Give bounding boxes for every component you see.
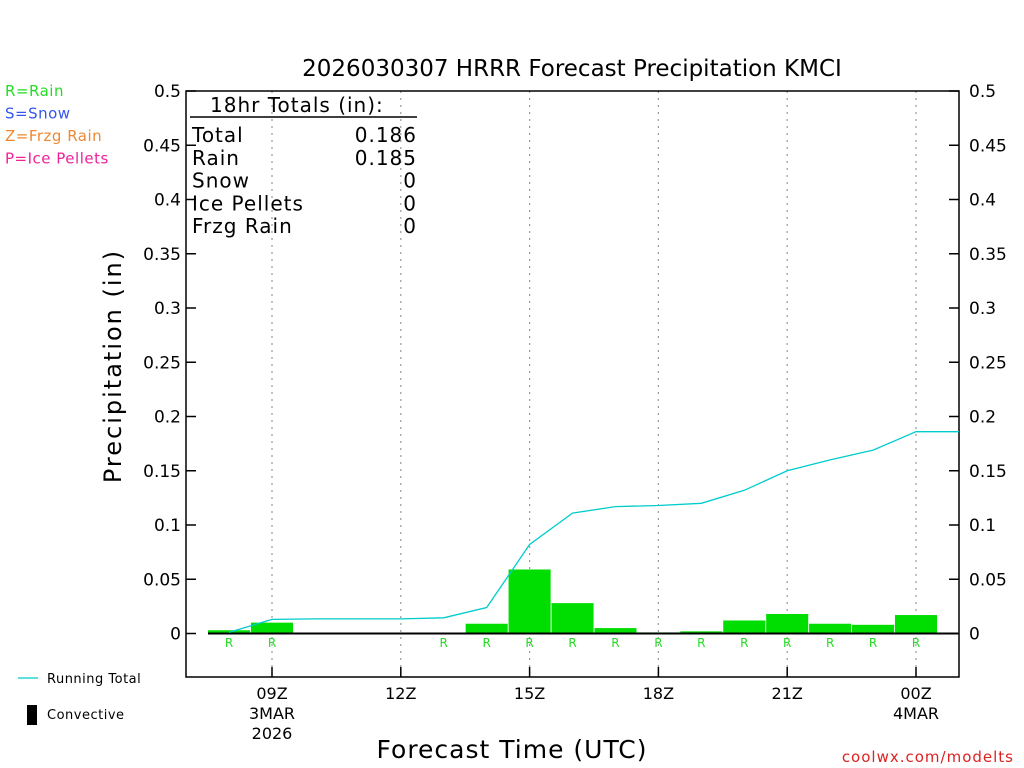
legend-block-swatch bbox=[27, 705, 37, 725]
y-tick-label: 0.1 bbox=[154, 516, 181, 536]
rain-bar bbox=[508, 569, 551, 634]
grid-lines bbox=[271, 91, 917, 677]
totals-row-value: 0.186 bbox=[355, 123, 417, 147]
ptype-marker: R bbox=[525, 636, 533, 650]
rain-bar bbox=[809, 623, 852, 634]
y-tick-label: 0.25 bbox=[969, 353, 1007, 373]
rain-bar bbox=[465, 623, 508, 634]
y-axis-label: Precipitation (in) bbox=[99, 249, 127, 483]
rain-bar bbox=[766, 613, 809, 634]
x-axis-label: Forecast Time (UTC) bbox=[377, 735, 648, 764]
plot-frame bbox=[185, 90, 960, 678]
x-tick-label: 00Z bbox=[900, 684, 931, 703]
ptype-marker: R bbox=[697, 636, 705, 650]
rain-bar bbox=[680, 631, 723, 634]
ptype-marker: R bbox=[611, 636, 619, 650]
y-tick-label: 0.15 bbox=[969, 462, 1007, 482]
y-tick-label: 0.2 bbox=[969, 408, 996, 428]
y-axis-left: 0 0.05 0.1 0.15 0.2 0.25 0.3 0.35 0.4 0.45 0.5 bbox=[143, 82, 196, 645]
ptype-marker: R bbox=[482, 636, 490, 650]
totals-row-label: Rain bbox=[192, 146, 240, 170]
totals-row-value: 0.185 bbox=[355, 146, 417, 170]
ptype-legend-item: P=Ice Pellets bbox=[5, 150, 109, 168]
ptype-marker: R bbox=[783, 636, 791, 650]
legend-label: Convective bbox=[47, 708, 125, 723]
ptype-marker: R bbox=[654, 636, 662, 650]
rain-bar bbox=[723, 620, 766, 634]
totals-row-value: 0 bbox=[403, 214, 417, 238]
totals-row-value: 0 bbox=[403, 169, 417, 193]
ptype-marker: R bbox=[740, 636, 748, 650]
ptype-marker: R bbox=[268, 636, 276, 650]
ptype-legend-item: S=Snow bbox=[5, 105, 71, 123]
y-tick-label: 0.3 bbox=[154, 299, 181, 319]
y-tick-label: 0.45 bbox=[143, 136, 181, 156]
totals-header: 18hr Totals (in): bbox=[210, 93, 384, 117]
ptype-marker: R bbox=[440, 636, 448, 650]
rain-bar bbox=[894, 615, 938, 634]
rain-bar bbox=[594, 628, 637, 634]
y-tick-label: 0.3 bbox=[969, 299, 996, 319]
y-tick-label: 0.05 bbox=[969, 570, 1007, 590]
x-tick-label: 18Z bbox=[643, 684, 674, 703]
x-tick-label: 09Z bbox=[256, 684, 287, 703]
y-tick-label: 0.5 bbox=[154, 82, 181, 102]
y-tick-label: 0.05 bbox=[143, 570, 181, 590]
x-tick-label: 12Z bbox=[385, 684, 416, 703]
credit-text: coolwx.com/modelts bbox=[842, 748, 1014, 766]
ptype-marker: R bbox=[869, 636, 877, 650]
y-tick-label: 0.15 bbox=[143, 462, 181, 482]
ptype-marker: R bbox=[568, 636, 576, 650]
ptype-legend: R=Rain S=Snow Z=Frzg Rain P=Ice Pellets bbox=[5, 82, 109, 168]
y-tick-label: 0.5 bbox=[969, 82, 996, 102]
x-tick-label: 21Z bbox=[772, 684, 803, 703]
y-tick-label: 0 bbox=[170, 625, 181, 645]
rain-bar bbox=[852, 624, 895, 634]
x-tick-date: 3MAR bbox=[249, 704, 295, 723]
x-tick-label: 15Z bbox=[514, 684, 545, 703]
chart-title: 2026030307 HRRR Forecast Precipitation K… bbox=[302, 56, 842, 82]
ptype-marker: R bbox=[225, 636, 233, 650]
ptype-legend-item: Z=Frzg Rain bbox=[5, 127, 102, 145]
y-tick-label: 0.25 bbox=[143, 353, 181, 373]
running-total-line bbox=[228, 431, 959, 634]
y-tick-label: 0.4 bbox=[969, 191, 996, 211]
totals-row-label: Ice Pellets bbox=[192, 191, 304, 215]
y-tick-label: 0 bbox=[969, 625, 980, 645]
totals-row-value: 0 bbox=[403, 191, 417, 215]
x-tick-year: 2026 bbox=[252, 724, 293, 743]
y-tick-label: 0.35 bbox=[969, 245, 1007, 265]
y-tick-label: 0.1 bbox=[969, 516, 996, 536]
y-tick-label: 0.35 bbox=[143, 245, 181, 265]
y-tick-label: 0.45 bbox=[969, 136, 1007, 156]
ptype-marker: R bbox=[826, 636, 834, 650]
totals-row-label: Frzg Rain bbox=[192, 214, 293, 238]
y-tick-label: 0.4 bbox=[154, 191, 181, 211]
y-tick-label: 0.2 bbox=[154, 408, 181, 428]
totals-row-label: Total bbox=[191, 123, 244, 147]
ptype-legend-item: R=Rain bbox=[5, 82, 64, 100]
y-axis-right: 0 0.05 0.1 0.15 0.2 0.25 0.3 0.35 0.4 0.45 0.5 bbox=[949, 82, 1007, 645]
rain-bars bbox=[208, 569, 938, 634]
line-legend: Running Total Convective bbox=[18, 672, 141, 725]
ptype-marker: R bbox=[912, 636, 920, 650]
x-tick-date: 4MAR bbox=[893, 704, 939, 723]
rain-bar bbox=[250, 622, 294, 634]
rain-bar bbox=[551, 603, 594, 634]
totals-row-label: Snow bbox=[192, 169, 250, 193]
totals-box: 18hr Totals (in): Total 0.186 Rain 0.185 Snow… bbox=[190, 93, 417, 238]
legend-label: Running Total bbox=[47, 672, 141, 687]
